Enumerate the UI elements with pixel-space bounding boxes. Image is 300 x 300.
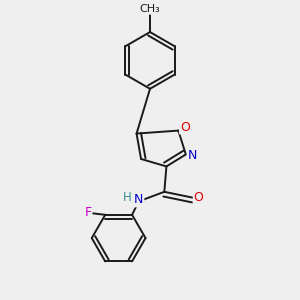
Text: F: F <box>84 206 92 219</box>
Text: O: O <box>180 121 190 134</box>
Text: O: O <box>194 191 204 204</box>
Text: CH₃: CH₃ <box>140 4 160 14</box>
Text: N: N <box>134 194 143 206</box>
Text: H: H <box>123 191 132 204</box>
Text: N: N <box>188 148 197 162</box>
